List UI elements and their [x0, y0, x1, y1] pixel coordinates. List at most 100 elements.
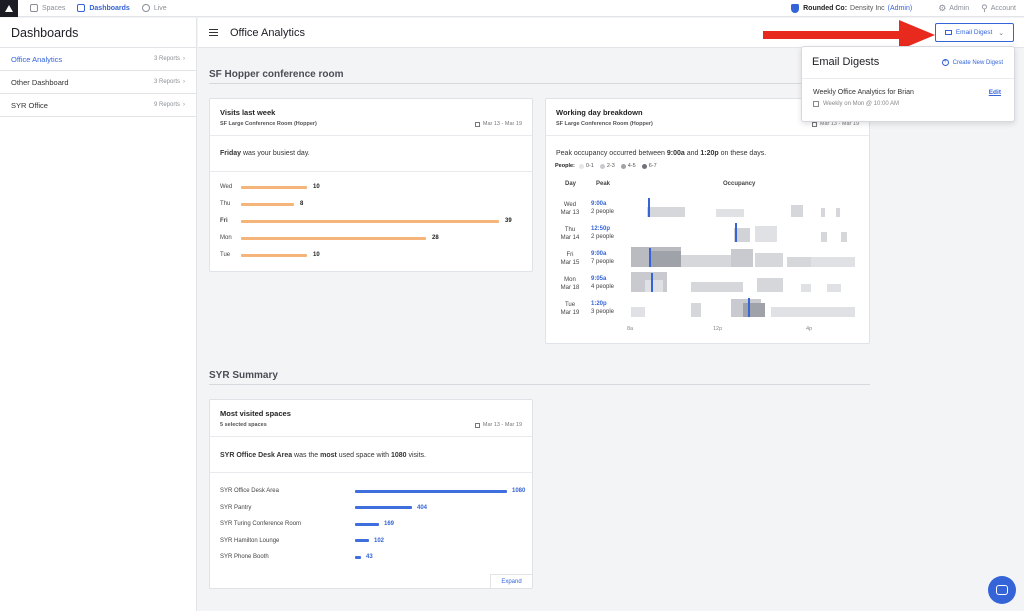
- day-of-week: Thu: [564, 227, 576, 233]
- occupancy-segment: [734, 228, 750, 242]
- occupancy-segment: [771, 307, 855, 317]
- top-space-count: 1080: [390, 452, 407, 459]
- column-header-peak: Peak: [596, 181, 611, 187]
- card-title: Working day breakdown: [556, 108, 643, 117]
- sidebar-item-syr-office[interactable]: SYR Office 9 Reports ›: [0, 94, 196, 117]
- nav-spaces[interactable]: Spaces: [30, 4, 65, 12]
- bar-value-label: 8: [300, 201, 304, 207]
- visited-bar-row: SYR Phone Booth 43: [220, 551, 373, 563]
- expand-button[interactable]: Expand: [490, 574, 532, 588]
- visited-summary-text: used space with: [336, 452, 391, 459]
- legend-item-label: 0-1: [585, 163, 594, 169]
- sidebar-item-count: 9 Reports: [153, 102, 180, 108]
- column-header-day: Day: [565, 181, 577, 187]
- occupancy-segment: [645, 280, 663, 292]
- visits-bar-row: Thu 8: [220, 199, 303, 209]
- occupancy-track: [631, 272, 855, 292]
- day-label: Tue Mar 19: [559, 301, 581, 317]
- people-legend: People: 0-1 2-3 4-5 6-7: [555, 163, 663, 169]
- bar-value-label: 43: [366, 554, 373, 560]
- day-of-week: Mon: [564, 277, 576, 283]
- bar-category-label: SYR Turing Conference Room: [220, 521, 302, 527]
- popover-title: Email Digests: [812, 56, 880, 68]
- occupancy-segment: [691, 303, 701, 317]
- card-title: Most visited spaces: [220, 409, 291, 418]
- peak-time: 9:05a: [591, 276, 607, 282]
- peak-time: 9:00a: [591, 251, 607, 257]
- email-digest-button[interactable]: Email Digest ⌄: [935, 23, 1014, 42]
- hamburger-menu-icon[interactable]: [209, 29, 218, 36]
- card-date-range: Mar 13 - Mar 19: [819, 121, 859, 127]
- nav-dashboards[interactable]: Dashboards: [77, 4, 130, 12]
- card-date-range: Mar 13 - Mar 19: [482, 121, 522, 127]
- calendar-icon: [474, 422, 480, 428]
- nav-live-label: Live: [153, 4, 167, 12]
- section-divider: [209, 83, 870, 84]
- calendar-icon: [813, 101, 819, 107]
- digest-schedule-text: Weekly on Mon @ 10:00 AM: [823, 101, 900, 107]
- most-visited-spaces-card: Most visited spaces 5 selected spaces Ma…: [209, 399, 533, 589]
- sidebar-item-count: 3 Reports: [153, 79, 180, 85]
- legend-item-label: 2-3: [606, 163, 615, 169]
- bar-category-label: SYR Phone Booth: [220, 554, 269, 560]
- bar: [355, 539, 369, 542]
- card-divider: [210, 135, 532, 136]
- create-new-digest-button[interactable]: + Create New Digest: [941, 59, 1003, 66]
- bar-value-label: 404: [417, 504, 428, 511]
- visits-bar-row: Wed 10: [220, 182, 320, 192]
- day-label: Wed Mar 13: [559, 201, 581, 217]
- day-of-week: Tue: [564, 302, 576, 308]
- sidebar-item-label: Office Analytics: [11, 54, 63, 64]
- popover-divider: [802, 78, 1014, 79]
- shield-icon: [791, 4, 800, 13]
- legend-item-label: 4-5: [627, 163, 636, 169]
- nav-admin-label: Admin: [949, 5, 970, 12]
- chat-bubble-icon: [996, 585, 1008, 595]
- email-digest-label: Email Digest: [955, 29, 993, 36]
- occupancy-segment: [757, 278, 783, 292]
- day-row: Wed Mar 13 9:00a 2 people: [546, 198, 871, 221]
- section-title-hopper: SF Hopper conference room: [209, 69, 344, 80]
- chevron-right-icon: ›: [183, 102, 185, 108]
- sidebar-item-count: 3 Reports: [153, 56, 180, 62]
- x-tick: 4p: [806, 326, 813, 332]
- sidebar-title: Dashboards: [0, 18, 196, 48]
- visited-bar-row: SYR Turing Conference Room 169: [220, 518, 394, 530]
- visits-last-week-card: Visits last week SF Large Conference Roo…: [209, 98, 533, 272]
- edit-digest-link[interactable]: Edit: [988, 89, 1001, 96]
- bar: [355, 522, 379, 526]
- chat-support-button[interactable]: [988, 576, 1016, 604]
- peak-people: 2 people: [591, 209, 615, 215]
- day-row: Tue Mar 19 1:20p 3 people: [546, 298, 871, 321]
- peak-marker: [735, 223, 737, 242]
- envelope-icon: [944, 30, 952, 35]
- org-switcher[interactable]: Rounded Co: Density Inc (Admin): [791, 4, 912, 13]
- visited-bar-row: SYR Pantry 404: [220, 502, 427, 514]
- card-divider: [210, 472, 532, 473]
- stopwatch-icon: [141, 4, 150, 12]
- plus-circle-icon: +: [941, 59, 949, 66]
- card-subtitle: 5 selected spaces: [220, 422, 267, 428]
- bar-category-label: Thu: [220, 201, 231, 207]
- busiest-day: Friday: [220, 150, 242, 157]
- day-date: Mar 14: [560, 235, 580, 241]
- card-divider: [210, 171, 532, 172]
- occupancy-segment: [755, 226, 777, 242]
- legend-swatch: [578, 163, 584, 169]
- sidebar-item-office-analytics[interactable]: Office Analytics 3 Reports ›: [0, 48, 196, 71]
- legend-item: 0-1: [578, 163, 594, 169]
- nav-admin[interactable]: ⚙ Admin: [938, 3, 969, 14]
- nav-account[interactable]: ⚲ Account: [981, 3, 1016, 14]
- density-logo-icon[interactable]: [0, 0, 18, 17]
- bar-value-label: 10: [313, 252, 320, 258]
- nav-live[interactable]: Live: [141, 4, 167, 12]
- card-title: Visits last week: [220, 108, 276, 117]
- legend-swatch: [599, 163, 605, 169]
- sidebar-item-other-dashboard[interactable]: Other Dashboard 3 Reports ›: [0, 71, 196, 94]
- org-label: Rounded Co:: [803, 5, 848, 12]
- occupancy-segment: [743, 303, 765, 317]
- bar-category-label: SYR Pantry: [220, 504, 252, 511]
- peak-people: 7 people: [591, 259, 615, 265]
- bar-value-label: 102: [374, 537, 385, 544]
- chevron-right-icon: ›: [183, 56, 185, 62]
